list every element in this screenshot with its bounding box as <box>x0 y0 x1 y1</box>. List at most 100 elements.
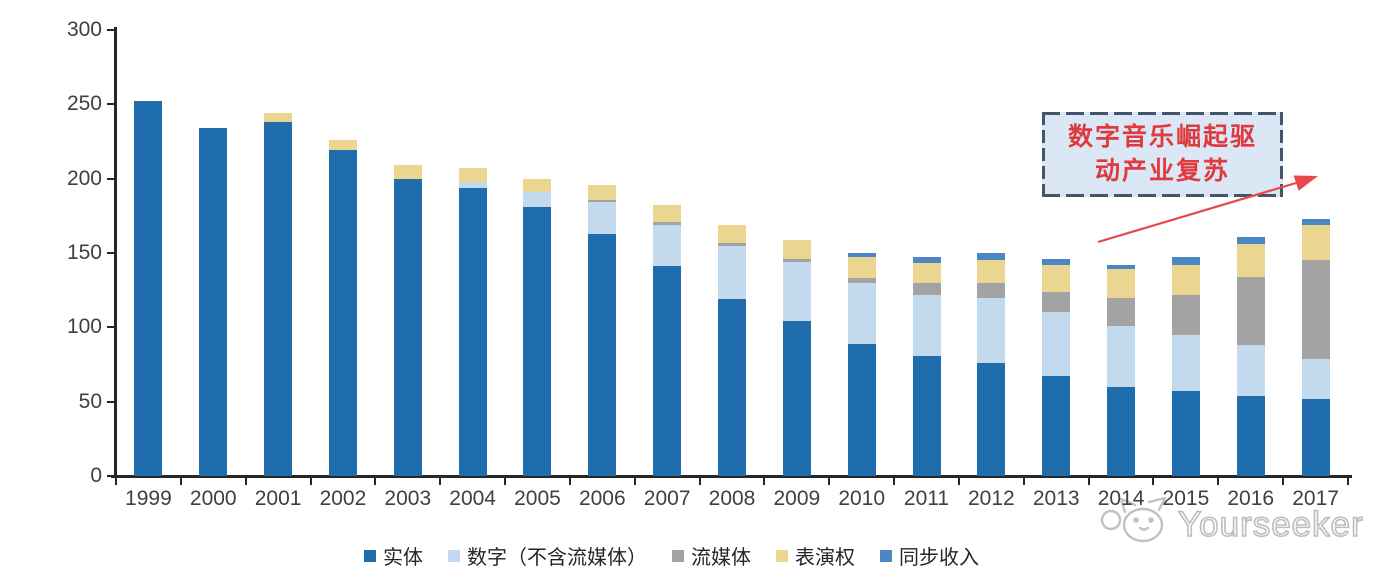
bar-segment <box>653 221 682 225</box>
legend-swatch-icon <box>672 549 684 562</box>
bar-segment <box>912 282 941 295</box>
y-axis-line <box>114 27 117 478</box>
bar-segment <box>1042 291 1071 313</box>
x-axis-label: 2008 <box>708 487 756 510</box>
legend-label: 流媒体 <box>691 547 751 569</box>
x-axis-tick <box>763 478 766 485</box>
y-axis-label: 0 <box>90 464 102 487</box>
x-axis-tick <box>1347 478 1349 485</box>
bar-segment <box>1171 264 1200 295</box>
bar-segment <box>1042 376 1071 476</box>
x-axis-label: 2017 <box>1292 487 1339 510</box>
x-axis-label: 2005 <box>514 487 561 510</box>
bar-segment <box>653 224 682 267</box>
bar-segment <box>912 263 941 283</box>
x-axis-label: 1999 <box>125 487 172 510</box>
x-axis-tick <box>698 478 701 485</box>
bar-segment <box>1301 260 1330 359</box>
x-axis-label: 2015 <box>1162 487 1210 510</box>
plot-area <box>116 30 1348 476</box>
y-axis-label: 150 <box>66 241 102 264</box>
y-axis-label: 200 <box>66 166 102 190</box>
x-axis-tick <box>957 478 960 485</box>
bar-segment <box>1236 345 1265 396</box>
watermark: Yourseeker <box>1098 492 1364 550</box>
watermark-text: Yourseeker <box>1177 504 1364 545</box>
bar-segment <box>588 200 617 203</box>
legend-label: 数字（不含流媒体） <box>467 547 647 569</box>
x-axis-tick <box>439 478 442 485</box>
x-axis-label: 2009 <box>773 487 821 510</box>
bar-segment <box>1236 244 1265 277</box>
bar-segment <box>458 168 487 182</box>
legend: 实体 数字（不含流媒体） 流媒体 表演权 同步收入 <box>364 541 979 570</box>
x-axis-label: 2013 <box>1032 487 1080 510</box>
bar-segment <box>977 253 1006 261</box>
bar-segment <box>588 184 617 201</box>
legend-item-2: 流媒体 <box>672 541 751 570</box>
x-axis-tick <box>1152 478 1155 485</box>
x-axis-label: 2006 <box>578 487 626 510</box>
bar-segment <box>1236 395 1265 476</box>
bar-segment <box>1301 398 1330 476</box>
bar-segment <box>977 297 1006 364</box>
bar-segment <box>782 321 811 476</box>
bar-segment <box>1107 297 1136 326</box>
x-axis-tick <box>893 478 896 485</box>
bar-segment <box>1301 218 1330 225</box>
bar-segment <box>718 299 746 476</box>
y-axis-tick <box>107 29 115 31</box>
bar-segment <box>523 192 552 207</box>
bar-segment <box>393 178 422 476</box>
bar-segment <box>977 282 1006 298</box>
x-axis-label: 2012 <box>968 487 1015 510</box>
bar-segment <box>1042 258 1071 265</box>
y-axis-label: 100 <box>66 315 102 339</box>
legend-item-4: 同步收入 <box>880 541 979 570</box>
x-axis-tick <box>633 478 636 485</box>
bar-segment <box>264 122 293 476</box>
bar-segment <box>1107 386 1136 476</box>
x-axis-tick <box>828 478 831 485</box>
bar-segment <box>847 282 876 344</box>
x-axis-tick <box>309 478 312 485</box>
bar-segment <box>1236 276 1265 346</box>
legend-swatch-icon <box>776 549 788 562</box>
bar-segment <box>199 128 228 476</box>
x-axis-line <box>111 475 1352 478</box>
bar-segment <box>847 278 876 283</box>
x-axis-tick <box>1282 478 1285 485</box>
bar-segment <box>328 150 357 476</box>
bar-segment <box>134 101 163 476</box>
y-axis-tick <box>107 177 115 180</box>
bar-segment <box>588 202 617 234</box>
bar-segment <box>1171 257 1200 265</box>
x-axis-label: 2014 <box>1097 487 1145 510</box>
bar-segment <box>912 257 941 264</box>
x-axis-tick <box>504 478 507 485</box>
bar-segment <box>1171 391 1200 476</box>
y-axis-label: 250 <box>66 92 102 116</box>
bar-segment <box>912 355 941 476</box>
x-axis-label: 2010 <box>838 487 886 510</box>
legend-item-3: 表演权 <box>776 541 855 570</box>
x-axis-label: 2016 <box>1227 487 1275 510</box>
legend-swatch-icon <box>880 549 892 562</box>
bar-segment <box>1107 325 1136 387</box>
bar-segment <box>588 233 617 476</box>
bar-segment <box>458 187 487 476</box>
y-axis-tick <box>107 400 115 403</box>
bar-segment <box>847 257 876 279</box>
bar-segment <box>523 206 552 476</box>
bar-segment <box>523 178 552 193</box>
annotation-box: 数字音乐崛起驱 动产业复苏 <box>1042 112 1283 197</box>
bar-segment <box>912 294 941 356</box>
bar-segment <box>1301 224 1330 261</box>
annotation-text-line1: 数字音乐崛起驱 <box>1067 123 1257 151</box>
bar-segment <box>1042 264 1071 292</box>
y-axis-label: 50 <box>78 389 102 413</box>
bar-segment <box>977 363 1006 476</box>
x-axis-tick <box>244 478 247 485</box>
x-axis-label: 2002 <box>319 487 367 510</box>
legend-swatch-icon <box>448 549 460 562</box>
